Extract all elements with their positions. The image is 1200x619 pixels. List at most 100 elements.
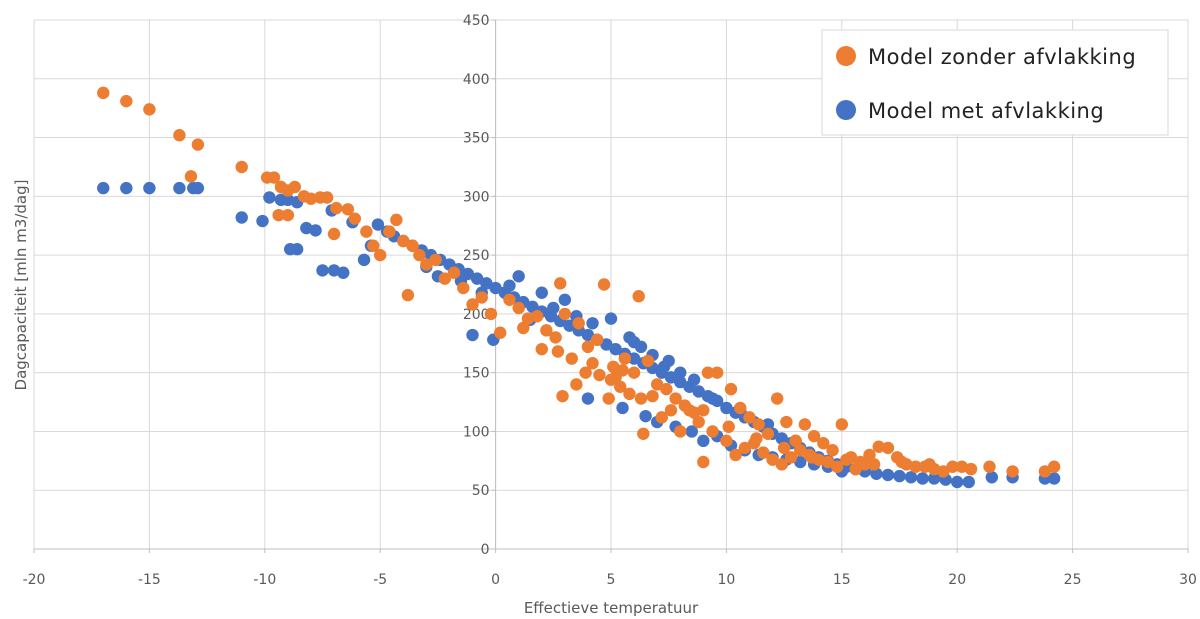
point-zonder-afvlakking xyxy=(830,460,844,473)
point-zonder-afvlakking xyxy=(457,281,470,295)
point-met-afvlakking xyxy=(535,286,548,299)
point-zonder-afvlakking xyxy=(750,432,763,445)
point-zonder-afvlakking xyxy=(397,234,410,248)
tick-labels: 0 50 100 150 200 250 300 350 400 450 -20 -15 -10 -5 0 5… xyxy=(23,13,1197,588)
point-zonder-afvlakking xyxy=(752,418,765,431)
point-met-afvlakking xyxy=(97,181,110,195)
point-zonder-afvlakking xyxy=(438,272,452,285)
point-met-afvlakking xyxy=(512,270,525,283)
point-met-afvlakking xyxy=(761,418,775,431)
point-zonder-afvlakking xyxy=(701,366,715,379)
point-zonder-afvlakking xyxy=(517,321,530,335)
point-met-afvlakking xyxy=(337,266,350,279)
point-zonder-afvlakking xyxy=(909,460,922,473)
point-zonder-afvlakking xyxy=(616,364,629,377)
point-zonder-afvlakking xyxy=(858,458,872,471)
x-tick-label: 5 xyxy=(607,572,616,588)
legend-label-met-afvlakking: Model met afvlakking xyxy=(868,99,1104,123)
point-zonder-afvlakking xyxy=(895,455,909,469)
y-tick-label: 50 xyxy=(472,483,490,499)
point-zonder-afvlakking xyxy=(770,392,784,405)
point-zonder-afvlakking xyxy=(503,293,516,306)
point-zonder-afvlakking xyxy=(1006,465,1019,478)
point-zonder-afvlakking xyxy=(267,171,281,184)
legend-label-zonder-afvlakking: Model zonder afvlakking xyxy=(868,45,1136,69)
point-zonder-afvlakking xyxy=(184,170,198,183)
point-zonder-afvlakking xyxy=(1047,460,1061,473)
point-zonder-afvlakking xyxy=(348,212,362,225)
x-tick-label: -15 xyxy=(138,572,161,588)
point-zonder-afvlakking xyxy=(614,380,627,393)
point-met-afvlakking xyxy=(558,293,572,306)
point-zonder-afvlakking xyxy=(623,387,636,401)
point-zonder-afvlakking xyxy=(554,277,567,290)
point-zonder-afvlakking xyxy=(646,389,659,403)
point-met-afvlakking xyxy=(794,455,807,469)
point-zonder-afvlakking xyxy=(581,340,595,354)
point-met-afvlakking xyxy=(371,218,385,231)
y-axis-title: Dagcapaciteit [mln m3/dag] xyxy=(12,180,30,391)
point-zonder-afvlakking xyxy=(807,429,821,443)
point-zonder-afvlakking xyxy=(817,437,830,450)
point-zonder-afvlakking xyxy=(475,291,488,304)
point-met-afvlakking xyxy=(600,338,613,351)
point-zonder-afvlakking xyxy=(484,307,498,321)
point-zonder-afvlakking xyxy=(360,225,373,238)
point-met-afvlakking xyxy=(609,342,622,356)
point-zonder-afvlakking xyxy=(341,203,355,216)
x-tick-label: -20 xyxy=(23,572,46,588)
point-met-afvlakking xyxy=(235,211,248,224)
point-zonder-afvlakking xyxy=(494,326,507,339)
point-met-afvlakking xyxy=(290,243,304,256)
point-zonder-afvlakking xyxy=(304,192,318,205)
point-zonder-afvlakking xyxy=(634,392,648,405)
point-zonder-afvlakking xyxy=(821,455,835,469)
point-zonder-afvlakking xyxy=(826,444,839,457)
point-zonder-afvlakking xyxy=(570,378,583,391)
y-tick-label: 100 xyxy=(463,424,490,440)
point-zonder-afvlakking xyxy=(466,298,479,311)
point-zonder-afvlakking xyxy=(743,411,756,424)
point-zonder-afvlakking xyxy=(565,352,578,365)
point-zonder-afvlakking xyxy=(235,160,248,174)
point-met-afvlakking xyxy=(951,475,964,489)
point-met-afvlakking xyxy=(893,469,906,483)
point-zonder-afvlakking xyxy=(586,357,599,370)
point-met-afvlakking xyxy=(664,371,678,384)
point-met-afvlakking xyxy=(985,471,999,484)
point-met-afvlakking xyxy=(881,468,895,482)
point-met-afvlakking xyxy=(489,281,502,295)
point-met-afvlakking xyxy=(357,253,371,267)
point-zonder-afvlakking xyxy=(512,301,525,315)
x-tick-label: 25 xyxy=(1064,572,1082,588)
point-met-afvlakking xyxy=(143,181,156,195)
x-tick-label: 15 xyxy=(833,572,851,588)
point-met-afvlakking xyxy=(657,360,671,373)
point-zonder-afvlakking xyxy=(937,465,950,478)
point-zonder-afvlakking xyxy=(530,310,544,323)
point-met-afvlakking xyxy=(634,340,648,354)
point-zonder-afvlakking xyxy=(794,444,807,457)
point-zonder-afvlakking xyxy=(383,225,396,238)
point-met-afvlakking xyxy=(120,181,133,195)
series-met-afvlakking xyxy=(97,181,1061,489)
point-met-afvlakking xyxy=(623,331,636,344)
y-tick-label: 450 xyxy=(463,13,490,29)
legend-marker-zonder-afvlakking xyxy=(836,46,856,66)
point-met-afvlakking xyxy=(581,392,595,405)
point-zonder-afvlakking xyxy=(881,441,895,455)
point-zonder-afvlakking xyxy=(872,440,885,453)
point-zonder-afvlakking xyxy=(761,427,775,440)
y-tick-label: 200 xyxy=(463,307,490,323)
point-zonder-afvlakking xyxy=(734,401,747,415)
point-zonder-afvlakking xyxy=(983,460,996,473)
point-met-afvlakking xyxy=(604,312,618,325)
point-zonder-afvlakking xyxy=(706,425,719,438)
point-zonder-afvlakking xyxy=(692,415,705,429)
point-zonder-afvlakking xyxy=(413,248,426,262)
legend: Model zonder afvlakking Model met afvlak… xyxy=(821,29,1169,136)
point-zonder-afvlakking xyxy=(535,342,548,356)
point-zonder-afvlakking xyxy=(835,418,848,431)
point-zonder-afvlakking xyxy=(320,191,334,204)
point-zonder-afvlakking xyxy=(627,366,641,379)
